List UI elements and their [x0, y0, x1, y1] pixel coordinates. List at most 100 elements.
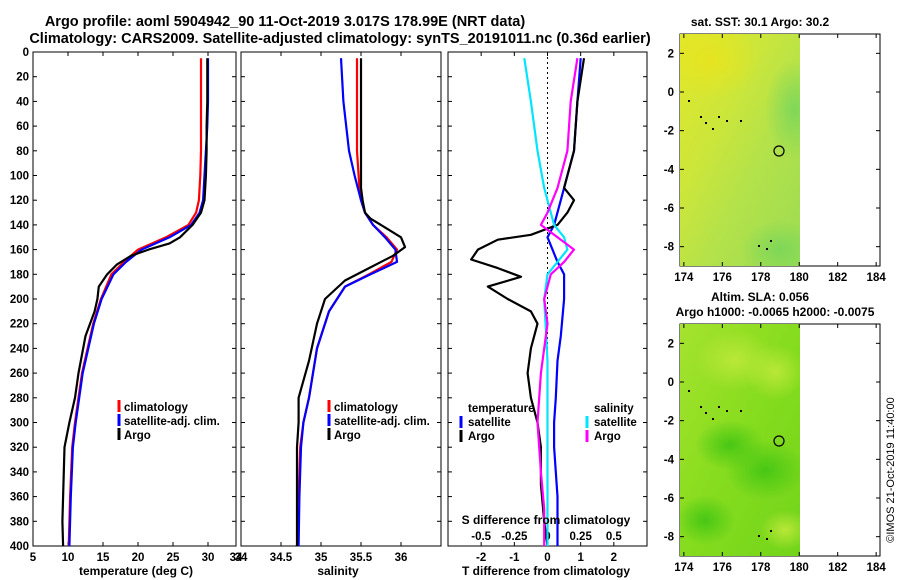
x-tick-label-salinity: -0.25: [501, 531, 528, 543]
argo-float-marker: [773, 145, 785, 157]
map-y-tick-label: 2: [668, 48, 674, 60]
map-y-tick-label: 0: [668, 87, 674, 99]
series-line-temperature-argo: [470, 58, 586, 547]
sla-high-patch: [760, 510, 800, 550]
map-x-tick-label: 176: [713, 562, 732, 574]
legend-label-climatology: climatology: [334, 402, 399, 414]
map-x-tick-label: 182: [828, 562, 847, 574]
y-tick-label: 340: [10, 467, 29, 479]
y-tick-label: 160: [10, 245, 29, 257]
sla-map: 174 176 178 180 182 184 2 0 -2 -4 -6 -8: [664, 323, 886, 574]
legend-title-temperature: temperature: [468, 403, 534, 415]
figure-title-line1: Argo profile: aoml 5904942_90 11-Oct-201…: [45, 14, 526, 30]
x-tick-label: 35.5: [350, 552, 373, 564]
figure-title-line2: Climatology: CARS2009. Satellite-adjuste…: [29, 31, 650, 47]
difference-xlabel: T difference from climatology: [462, 564, 630, 578]
y-tick-label: 100: [10, 171, 29, 183]
legend-label-climatology: climatology: [124, 402, 189, 414]
plot-area: [240, 51, 442, 547]
map-y-tick-label: -8: [664, 532, 675, 544]
y-tick-label: 260: [10, 368, 29, 380]
sla-high-patch: [745, 344, 800, 400]
y-tick-label: 60: [16, 121, 29, 133]
x-tick-label-salinity: 0.5: [606, 531, 623, 543]
y-tick-label: 40: [16, 96, 29, 108]
x-tick-label: 2: [611, 552, 617, 564]
y-tick-label: 300: [10, 418, 29, 430]
y-tick-label: 400: [10, 541, 29, 553]
map-x-tick-label: 178: [751, 272, 771, 284]
y-tick-label: 80: [16, 146, 29, 158]
x-tick-label: 1: [577, 552, 584, 564]
map-x-tick-label: 180: [790, 562, 809, 574]
x-tick-label: 15: [97, 552, 110, 564]
legend-label-sal-argo: Argo: [594, 431, 621, 443]
salinity-legend: climatology satellite-adj. clim. Argo: [327, 400, 430, 442]
map-x-tick-label: 174: [674, 272, 694, 284]
temperature-legend: climatology satellite-adj. clim. Argo: [117, 400, 220, 442]
x-tick-label: 36: [395, 552, 408, 564]
map-y-tick-label: -4: [664, 454, 675, 466]
map-x-tick-label: 184: [867, 272, 887, 284]
legend-label-satellite: satellite-adj. clim.: [124, 416, 220, 428]
map-y-tick-label: -8: [664, 242, 675, 254]
y-tick-label: 220: [10, 319, 29, 331]
map-y-tick-label: -4: [664, 164, 675, 176]
series-line-argo: [61, 58, 209, 547]
series-line-argo: [295, 58, 407, 546]
x-tick-label: 30: [202, 552, 215, 564]
sla-low-patch: [680, 495, 735, 545]
legend-label-temp-argo: Argo: [468, 431, 495, 443]
x-tick-label: -1: [509, 552, 520, 564]
sst-cool-patch: [740, 220, 800, 266]
map-x-tick-label: 178: [751, 562, 771, 574]
sst-map-title: sat. SST: 30.1 Argo: 30.2: [691, 15, 830, 29]
sst-map-ticks: 174 176 178 180 182 184 2 0 -2 -4 -6 -8: [664, 34, 887, 284]
sla-map-title-line2: Argo h1000: -0.0065 h2000: -0.0075: [676, 305, 875, 319]
legend-label-satellite: satellite-adj. clim.: [334, 416, 430, 428]
map-x-tick-label: 174: [674, 562, 694, 574]
x-tick-label: 5: [30, 552, 37, 564]
sst-field: [680, 34, 800, 266]
difference-panel: -2 -1 0 1 2-0.5 -0.25 0 0.25 0.5: [447, 51, 648, 564]
y-tick-label: 120: [10, 195, 29, 207]
x-tick-label: 34: [235, 552, 248, 564]
argo-float-marker: [773, 435, 785, 447]
temperature-xlabel: temperature (deg C): [79, 564, 193, 578]
sla-map-title-line1: Altim. SLA: 0.056: [711, 290, 809, 304]
map-y-tick-label: 0: [668, 377, 674, 389]
sla-coastline-islands: [688, 390, 772, 540]
sla-field: [680, 324, 800, 556]
series-line-salinity-argo: [536, 58, 579, 546]
x-tick-label: 10: [62, 552, 75, 564]
x-tick-label-salinity: -0.5: [471, 531, 491, 543]
legend-label-temp-satellite: satellite: [468, 417, 511, 429]
legend-label-sal-satellite: satellite: [594, 417, 637, 429]
x-tick-label: 0: [544, 552, 550, 564]
difference-legend-salinity: salinity satellite Argo: [585, 403, 637, 443]
map-x-tick-label: 180: [790, 272, 809, 284]
y-tick-label: 200: [10, 294, 29, 306]
sst-warm-patch: [680, 34, 760, 100]
y-tick-label: 360: [10, 492, 29, 504]
map-y-tick-label: -2: [664, 416, 674, 428]
y-tick-label: 140: [10, 220, 29, 232]
x-tick-label-salinity: 0.25: [569, 531, 592, 543]
sla-map-ticks: 174 176 178 180 182 184 2 0 -2 -4 -6 -8: [664, 324, 886, 574]
plot-area: [32, 51, 237, 547]
difference-legend-temperature: temperature satellite Argo: [459, 403, 534, 443]
sla-low-patch: [725, 440, 800, 500]
temperature-panel: 0 20 40 60 80 100 120 140 160 180 200 220 240 260 280 3…: [10, 47, 243, 564]
y-tick-label: 180: [10, 269, 29, 281]
series-line-satellite-adj-clim-: [297, 58, 399, 547]
difference-xlabel-salinity: S difference from climatology: [462, 513, 631, 527]
legend-label-argo: Argo: [124, 430, 151, 442]
legend-title-salinity: salinity: [594, 403, 634, 415]
map-y-tick-label: -6: [664, 493, 674, 505]
legend-label-argo: Argo: [334, 430, 361, 442]
map-x-tick-label: 176: [713, 272, 732, 284]
x-tick-label: 25: [167, 552, 180, 564]
x-tick-label: -2: [476, 552, 486, 564]
map-y-tick-label: 2: [668, 338, 674, 350]
